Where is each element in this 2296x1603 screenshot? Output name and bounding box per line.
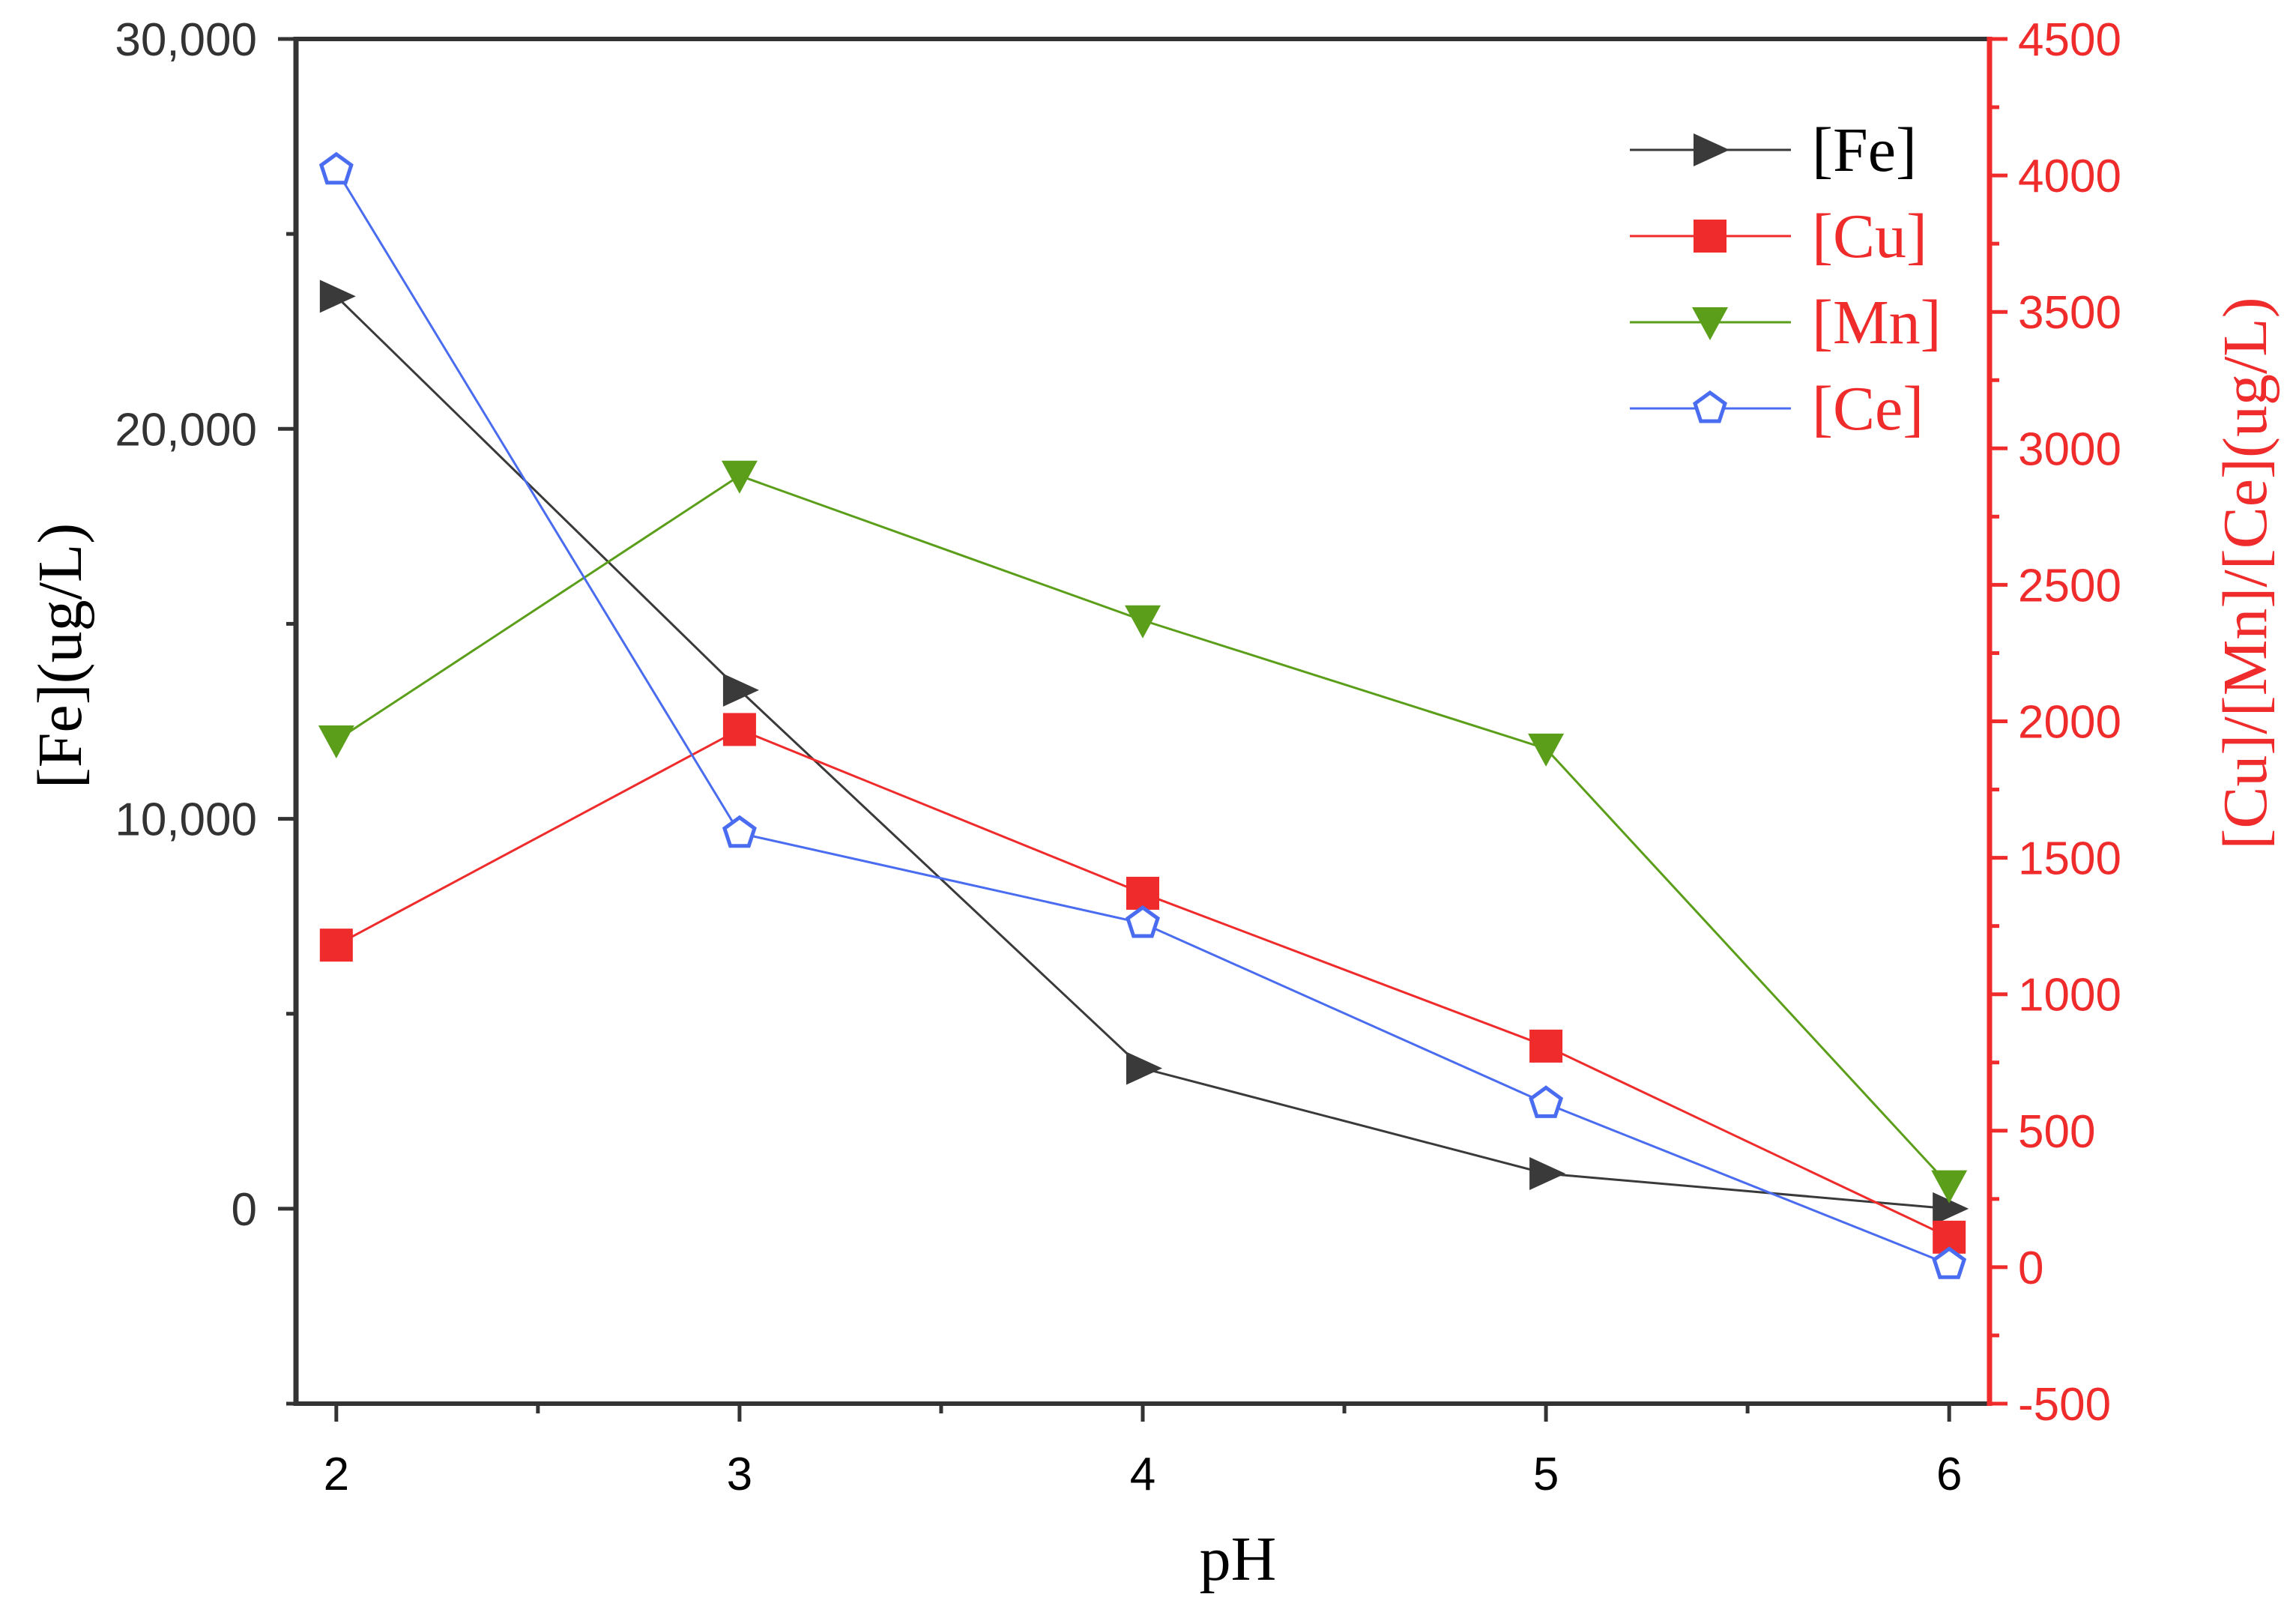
data-point-ce [1932, 1246, 1967, 1279]
left-tick-label: 20,000 [115, 404, 257, 456]
data-point-fe [1933, 1192, 1969, 1225]
plot-frame-group [293, 37, 1993, 1406]
legend-marker-ce [1693, 390, 1727, 423]
left-axis-title: [Fe](ug/L) [25, 523, 95, 789]
x-axis-title: pH [1200, 1524, 1277, 1594]
legend-marker-fe [1694, 133, 1729, 166]
right-tick-label: 3000 [2018, 423, 2121, 475]
legend-marker-cu [1694, 220, 1726, 253]
legend-label-cu: [Cu] [1812, 202, 1927, 271]
left-tick-label: 10,000 [115, 794, 257, 846]
data-point-ce [1529, 1085, 1564, 1118]
legend-label-mn: [Mn] [1812, 288, 1942, 357]
x-tick-label: 6 [1936, 1449, 1962, 1500]
x-axis-group: 2 3 4 5 6 [324, 1404, 1962, 1500]
data-point-cu [1529, 1029, 1563, 1063]
legend-marker-mn [1692, 307, 1728, 340]
right-tick-label: 2000 [2018, 697, 2121, 749]
x-tick-label: 2 [324, 1449, 349, 1500]
right-tick-label: 1000 [2018, 970, 2121, 1021]
data-point-mn [318, 725, 354, 758]
data-point-mn [1931, 1170, 1968, 1204]
x-tick-label: 5 [1533, 1449, 1559, 1500]
data-point-fe [722, 673, 759, 707]
data-point-cu [1126, 876, 1159, 910]
right-tick-label: 0 [2018, 1243, 2043, 1294]
data-point-fe [1529, 1157, 1566, 1191]
left-tick-label: 0 [232, 1184, 257, 1236]
series-line-mn [335, 474, 1951, 1186]
legend-label-fe: [Fe] [1812, 115, 1917, 185]
data-point-mn [1528, 733, 1565, 767]
data-point-ce [722, 815, 757, 848]
x-tick-label: 4 [1130, 1449, 1155, 1500]
right-tick-label: -500 [2018, 1379, 2111, 1431]
right-tick-label: 1500 [2018, 833, 2121, 885]
right-tick-label: 2500 [2018, 560, 2121, 612]
x-tick-label: 3 [727, 1449, 752, 1500]
data-point-cu [722, 713, 756, 746]
left-axis-group: 0 10,000 20,000 30,000 [115, 14, 296, 1406]
legend-label-ce: [Ce] [1812, 374, 1924, 444]
legend: [Fe] [Cu] [Mn] [Ce] [1630, 115, 1942, 444]
right-tick-label: 3500 [2018, 287, 2121, 339]
left-tick-label: 30,000 [115, 14, 257, 66]
right-axis-title: [Cu]/[Mn]/[Ce](ug/L) [2211, 297, 2280, 849]
right-tick-label: 4500 [2018, 14, 2121, 66]
data-point-ce [318, 151, 354, 185]
right-tick-label: 500 [2018, 1106, 2095, 1158]
data-point-cu [319, 929, 353, 962]
series-markers-group [318, 151, 1969, 1279]
data-point-ce [1126, 905, 1160, 938]
data-point-mn [1125, 605, 1161, 639]
right-tick-label: 4000 [2018, 151, 2121, 202]
data-point-fe [319, 280, 356, 313]
data-point-fe [1126, 1051, 1162, 1085]
right-axis-group: -500 0 500 1000 1500 2000 2500 3000 3500 4000 4500 [1990, 14, 2121, 1431]
data-point-mn [721, 460, 758, 494]
series-line-cu [336, 728, 1950, 1239]
